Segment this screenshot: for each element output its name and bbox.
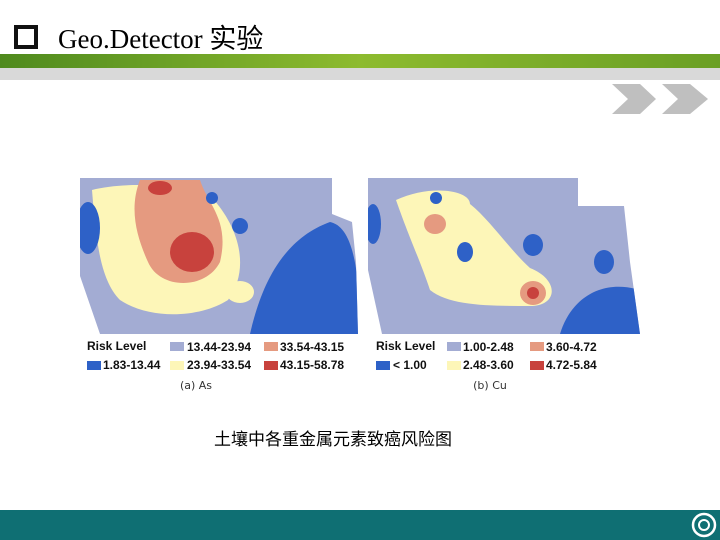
swatch: [264, 342, 278, 351]
swatch: [376, 361, 390, 370]
legend-title: Risk Level: [376, 339, 435, 353]
legend-label: 23.94-33.54: [187, 358, 251, 372]
legend-title: Risk Level: [87, 339, 146, 353]
title: Geo.Detector 实验: [58, 24, 263, 54]
swatch: [170, 342, 184, 351]
header-bar: [0, 54, 720, 68]
swatch: [530, 361, 544, 370]
legend-label: 33.54-43.15: [280, 340, 344, 354]
footer-icon-inner: [698, 519, 710, 531]
legend-label: < 1.00: [393, 358, 427, 372]
footer-icon: [691, 512, 717, 538]
legend-label: 3.60-4.72: [546, 340, 597, 354]
swatch: [530, 342, 544, 351]
panel-label: (b) Cu: [473, 379, 507, 392]
legend-label: 2.48-3.60: [463, 358, 514, 372]
legend-label: 1.00-2.48: [463, 340, 514, 354]
bullet: [14, 25, 38, 49]
swatch: [447, 342, 461, 351]
legend-label: 1.83-13.44: [103, 358, 161, 372]
chevrons: [612, 84, 708, 114]
legend-label: 43.15-58.78: [280, 358, 344, 372]
panel-label: (a) As: [180, 379, 212, 392]
swatch: [264, 361, 278, 370]
map-as: [80, 178, 358, 334]
legend-label: 4.72-5.84: [546, 358, 597, 372]
swatch: [447, 361, 461, 370]
swatch: [87, 361, 101, 370]
swatch: [170, 361, 184, 370]
legend-label: 13.44-23.94: [187, 340, 251, 354]
caption: 土壤中各重金属元素致癌风险图: [214, 429, 452, 450]
header-shadow: [0, 68, 720, 80]
footer-bar: [0, 510, 720, 540]
